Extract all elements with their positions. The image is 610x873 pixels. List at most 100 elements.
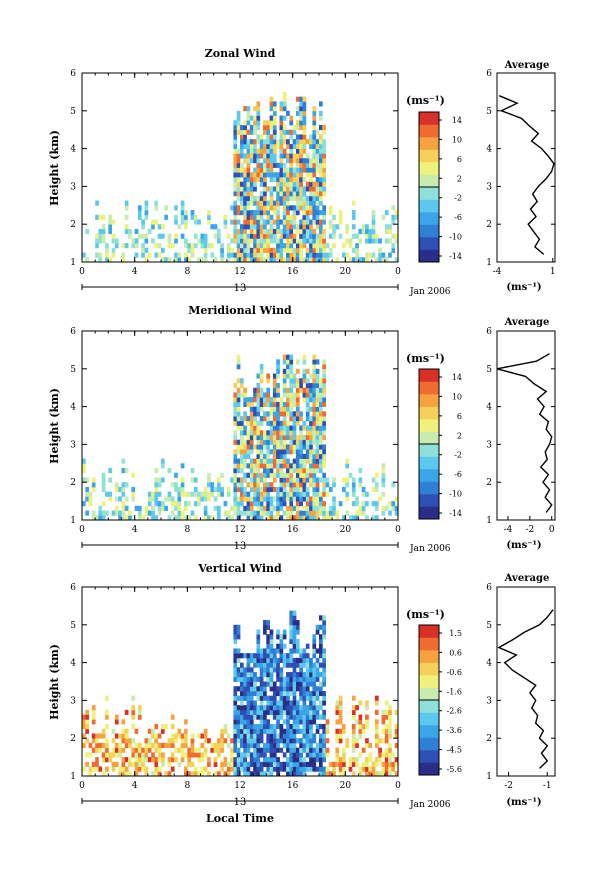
heatmap-cell [351, 714, 356, 720]
heatmap-cell [328, 224, 333, 230]
heatmap-cell [279, 733, 284, 739]
heatmap-cell [315, 219, 320, 225]
heatmap-cell [243, 653, 247, 659]
heatmap-cell [319, 181, 323, 187]
heatmap-cell [184, 252, 188, 258]
heatmap-cell [282, 91, 287, 98]
heatmap-cell [200, 766, 205, 772]
heatmap-cell [305, 233, 310, 239]
heatmap-cell [302, 191, 307, 197]
heatmap-cell [269, 648, 274, 654]
heatmap-cell [263, 257, 267, 263]
heatmap-cell [302, 148, 307, 154]
heatmap-cell [391, 243, 396, 249]
heatmap-cell [243, 181, 247, 187]
heatmap-cell [144, 210, 149, 216]
heatmap-cell [371, 233, 376, 239]
heatmap-cell [309, 709, 313, 715]
heatmap-cell [322, 214, 326, 220]
heatmap-cell [322, 430, 326, 436]
heatmap-cell [243, 672, 247, 678]
heatmap-cell [266, 676, 271, 682]
heatmap-cell [213, 771, 218, 777]
heatmap-cell [309, 672, 313, 678]
heatmap-cell [282, 463, 287, 469]
heatmap-cell [253, 106, 257, 112]
heatmap-cell [295, 672, 300, 678]
heatmap-cell [266, 496, 271, 502]
heatmap-cell [295, 747, 300, 753]
heatmap-cell [236, 420, 241, 426]
heatmap-cell [295, 186, 300, 192]
heatmap-cell [286, 672, 290, 678]
heatmap-cell [174, 505, 178, 511]
heatmap-cell [286, 143, 290, 150]
heatmap-cell [302, 243, 307, 249]
heatmap-cell [256, 761, 261, 767]
heatmap-cell [312, 120, 317, 126]
heatmap-cell [259, 695, 264, 701]
heatmap-cell [295, 148, 300, 154]
profile-x-tick-label: 1 [550, 267, 556, 277]
heatmap-cell [233, 742, 238, 749]
heatmap-cell [134, 761, 139, 767]
heatmap-cell [249, 200, 254, 206]
heatmap-cell [243, 771, 247, 777]
heatmap-cell [299, 434, 303, 441]
heatmap-cell [253, 143, 257, 150]
heatmap-cell [322, 219, 326, 225]
heatmap-cell [203, 238, 208, 244]
heatmap-cell [348, 257, 353, 263]
heatmap-cell [134, 742, 139, 749]
heatmap-cell [295, 434, 300, 441]
heatmap-cell [246, 449, 251, 455]
heatmap-cell [259, 657, 264, 664]
heatmap-cell [170, 742, 175, 749]
heatmap-cell [279, 247, 284, 253]
heatmap-cell [302, 672, 307, 678]
heatmap-cell [233, 458, 238, 464]
heatmap-cell [305, 705, 310, 711]
heatmap-cell [315, 439, 320, 445]
heatmap-cell [180, 233, 185, 239]
heatmap-cell [249, 186, 254, 192]
heatmap-cell [259, 515, 264, 521]
heatmap-cell [259, 167, 264, 173]
heatmap-cell [243, 392, 247, 398]
heatmap-cell [394, 709, 399, 715]
y-tick-label: 4 [70, 403, 76, 413]
heatmap-cell [269, 124, 274, 131]
heatmap-cell [302, 472, 307, 478]
heatmap-cell [266, 139, 271, 145]
heatmap-cell [263, 411, 267, 417]
profile-y-tick-label: 1 [486, 772, 492, 782]
heatmap-cell [256, 406, 261, 412]
heatmap-cell [295, 224, 300, 230]
heatmap-cell [243, 505, 247, 511]
heatmap-cell [279, 228, 284, 235]
heatmap-cell [279, 705, 284, 711]
heatmap-cell [312, 181, 317, 187]
heatmap-cell [302, 392, 307, 398]
heatmap-cell [305, 430, 310, 436]
heatmap-cell [302, 214, 307, 220]
heatmap-cell [286, 110, 290, 116]
heatmap-cell [299, 200, 303, 206]
heatmap-cell [302, 724, 307, 730]
heatmap-cell [319, 162, 323, 168]
heatmap-cell [319, 191, 323, 197]
heatmap-cell [246, 491, 251, 497]
heatmap-cell [236, 724, 241, 730]
heatmap-cell [226, 733, 231, 739]
heatmap-cell [108, 468, 113, 474]
heatmap-cell [266, 162, 271, 168]
heatmap-cell [292, 728, 297, 734]
heatmap-cell [95, 757, 99, 763]
heatmap-cell [167, 738, 172, 744]
heatmap-cell [121, 761, 126, 767]
heatmap-cell [108, 752, 113, 758]
heatmap-cell [391, 766, 396, 772]
heatmap-cell [312, 162, 317, 168]
heatmap-cell [98, 238, 103, 244]
heatmap-cell [312, 406, 317, 412]
